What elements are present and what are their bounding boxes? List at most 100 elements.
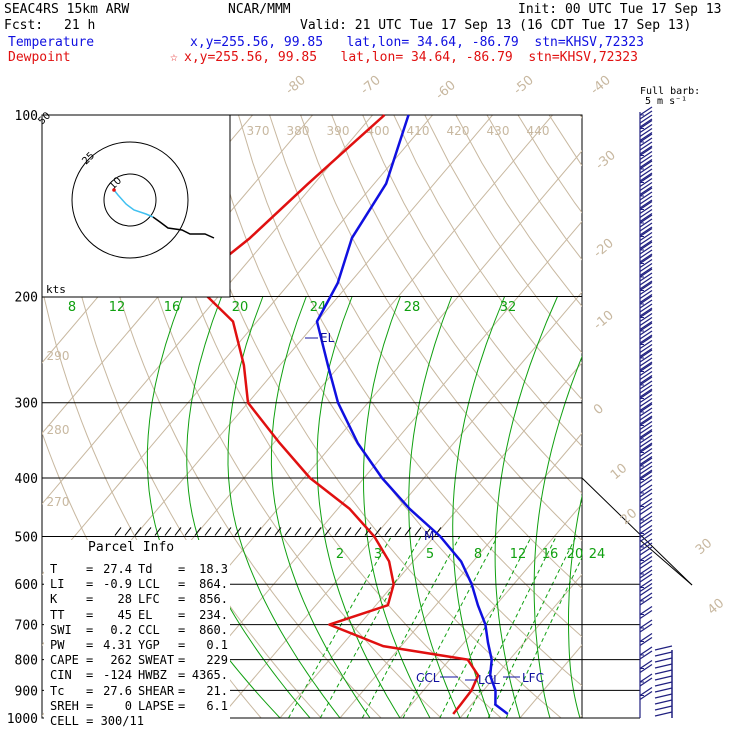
wind-barb-flag [639, 255, 653, 264]
isotherm-line [42, 115, 433, 576]
parcel-equals: = [86, 592, 94, 607]
wind-barb-flag [639, 687, 653, 696]
wind-barb-flag [639, 430, 653, 440]
isotherm-tick-label: -50 [511, 73, 537, 98]
wind-barb-flag [639, 128, 653, 137]
wind-barb-lower [654, 699, 673, 705]
wind-barb-flag [639, 673, 653, 683]
mixing-ratio-line [361, 536, 461, 718]
parcel-row: SWI = 0.2 CCL = 860. [50, 623, 230, 638]
isotherm-tick-label: -40 [588, 73, 614, 98]
lfc-marker-label: LFC [522, 671, 544, 685]
isotherm-tick-label: 10 [608, 461, 630, 483]
parcel-row: K = 28 LFC = 856. [50, 592, 230, 607]
mixing-ratio-label: 24 [589, 547, 606, 562]
parcel-value: 0.1 [206, 638, 228, 652]
wind-barb-flag [639, 552, 653, 561]
parcel-key: T [50, 562, 58, 576]
hodograph-surface-dot [112, 188, 116, 192]
parcel-key: SWI [50, 622, 72, 637]
wind-barb-lower [654, 663, 673, 669]
wind-barb-flag [639, 546, 653, 556]
freezing-hash-mark [324, 527, 332, 536]
parcel-value: 0.2 [110, 622, 132, 637]
wind-barb-flag [639, 619, 653, 629]
theta-tick-label: 400 [367, 124, 390, 138]
parcel-key: EL [138, 607, 153, 622]
wind-barb-flag [639, 633, 653, 642]
wind-barb-flag [639, 133, 653, 143]
wind-barb-flag [639, 168, 653, 178]
parcel-value: 18.3 [199, 562, 228, 576]
wind-barb-lower [654, 651, 673, 657]
parcel-equals: = [86, 562, 94, 576]
pressure-tick-label: 700 [15, 619, 38, 634]
parcel-row: PW = 4.31 YGP = 0.1 [50, 638, 230, 653]
isotherm-tick-label: 40 [705, 596, 727, 618]
dry-adiabat-line [300, 115, 582, 542]
parcel-value: 6.1 [206, 698, 228, 713]
wind-barb-flag [639, 488, 653, 498]
wind-barb-flag [639, 232, 653, 241]
dewpoint-info: x,y=255.56, 99.85 lat,lon= 34.64, -86.79… [184, 50, 638, 65]
wind-barb-lower [654, 705, 673, 711]
wind-barb-flag [639, 313, 653, 322]
moist-adiabat-label: 12 [109, 300, 126, 315]
parcel-row: T = 27.4 Td = 18.3 [50, 562, 230, 577]
wind-barb-flag [639, 465, 653, 475]
wind-barb-flag [639, 398, 653, 407]
wind-barb-flag [639, 286, 653, 295]
wind-barb-flag [639, 411, 653, 421]
isotherm-line [219, 291, 582, 718]
temperature-info: x,y=255.56, 99.85 lat,lon= 34.64, -86.79… [190, 35, 644, 50]
wind-barb-flag [639, 403, 653, 413]
dry-adiabat-line [579, 115, 582, 119]
parcel-row: CIN = -124 HWBZ = 4365. [50, 668, 230, 683]
wind-barb-flag [639, 282, 653, 291]
wind-barb-flag [639, 579, 653, 588]
wind-barb-flag [639, 592, 653, 602]
mixing-ratio-line [288, 536, 392, 718]
frame-slant-line [639, 539, 693, 586]
wind-barb-flag [639, 209, 653, 218]
mixing-ratio-label: 20 [567, 547, 584, 562]
wind-barb-flag [639, 137, 653, 147]
freezing-hash-mark [254, 527, 262, 536]
freezing-hash-mark [364, 527, 372, 536]
wind-barb-lower [654, 711, 673, 717]
parcel-info-title: Parcel Info [88, 540, 175, 555]
freezing-hash-mark [344, 527, 352, 536]
wind-barb-flag [639, 280, 653, 290]
wind-barb-lower [654, 681, 673, 687]
pressure-tick-label: 300 [15, 397, 38, 412]
wind-barb-flag [639, 348, 653, 357]
parcel-equals: = [178, 668, 186, 683]
wind-barb-flag [639, 249, 653, 259]
dry-adiabat-line [175, 115, 562, 718]
wind-barb-flag [639, 124, 653, 133]
wind-barb-flag [639, 213, 653, 222]
wind-barb-flag [639, 361, 653, 371]
wind-barb-flag [639, 650, 653, 660]
parcel-row: TT = 45 EL = 234. [50, 608, 230, 623]
wind-barb-flag [639, 187, 653, 197]
wind-barb-lower [654, 675, 673, 681]
el-marker-label: EL [320, 331, 335, 345]
wind-barb-flag [639, 587, 653, 596]
wind-barb-flag [639, 259, 653, 268]
valid-time: Valid: 21 UTC Tue 17 Sep 13 (16 CDT Tue … [300, 18, 692, 33]
wind-barb-flag [639, 330, 653, 340]
wind-barb-flag [639, 228, 653, 237]
parcel-equals: = [86, 683, 94, 698]
theta-tick-label: 280 [47, 423, 70, 437]
parcel-value: 21. [206, 683, 228, 698]
wind-barb-flag [639, 290, 653, 299]
wind-barb-flag [639, 388, 653, 398]
wind-barb-flag [639, 309, 653, 318]
mixing-ratio-label: 16 [542, 547, 559, 562]
freezing-hash-mark [174, 527, 182, 536]
freezing-hash-mark [404, 527, 412, 536]
wind-barb-flag [639, 461, 653, 471]
wind-barb-flag [639, 444, 653, 453]
